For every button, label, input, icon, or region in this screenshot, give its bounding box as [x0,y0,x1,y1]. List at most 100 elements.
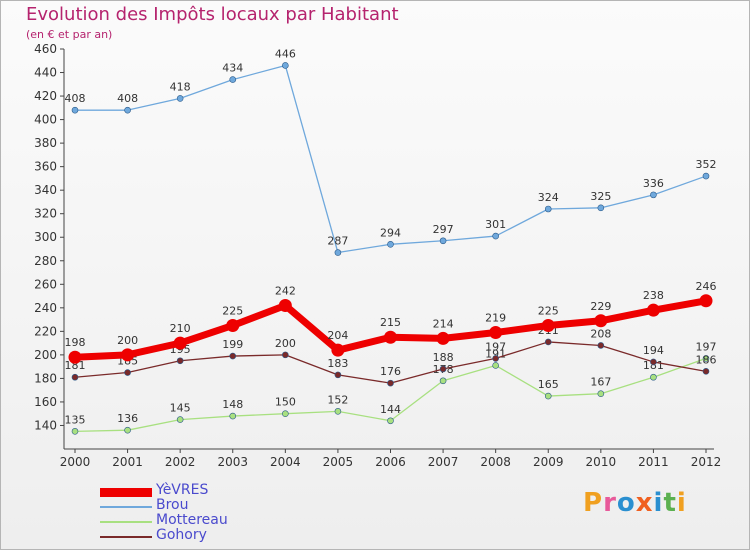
data-point [439,377,447,385]
legend-label: Mottereau [156,512,228,528]
data-point [597,342,605,349]
data-point [702,172,710,180]
data-label: 208 [590,327,611,340]
y-tick-label: 340 [34,183,57,197]
data-point [71,428,79,435]
logo-letter: r [603,488,617,518]
chart-title: Evolution des Impôts locaux par Habitant [26,4,399,25]
data-label: 210 [170,322,191,335]
data-point [646,303,660,317]
y-tick-label: 460 [34,42,57,56]
x-tick-label: 2012 [691,455,722,469]
y-tick-label: 360 [34,160,57,174]
data-label: 183 [327,357,348,370]
data-point [541,318,555,332]
legend-item: Brou [100,497,300,514]
data-point [124,369,131,376]
data-point [597,204,605,212]
data-point [544,205,552,213]
data-label: 152 [327,393,348,406]
x-tick-label: 2003 [217,455,248,469]
data-point [544,392,552,400]
x-tick-label: 2004 [270,455,301,469]
y-tick-label: 200 [34,348,57,362]
data-point [229,412,237,420]
series-y-vres: 198 200 210 225 242 204 215 214 219 225 229 238 246 [65,280,717,364]
data-label: 214 [433,317,454,330]
data-point [124,106,131,114]
x-tick-label: 2008 [480,455,511,469]
data-point [387,240,394,248]
data-label: 194 [643,344,664,357]
data-point [229,352,237,360]
data-label: 215 [380,316,401,329]
y-tick-label: 380 [34,136,57,150]
data-label: 229 [590,300,611,313]
y-tick-label: 160 [34,395,57,409]
y-tick-label: 420 [34,89,57,103]
x-tick-label: 2007 [428,455,459,469]
data-point [594,314,608,328]
legend-swatch [100,521,152,523]
data-point [282,410,289,418]
data-point [334,408,342,415]
y-tick-label: 400 [34,113,57,127]
data-point [492,355,499,362]
proxiti-logo: Proxiti [583,488,687,518]
data-point [71,106,79,114]
data-point [702,355,710,362]
data-point [489,326,503,340]
data-label: 325 [590,190,611,203]
data-point [282,351,289,359]
data-label: 181 [65,359,86,372]
y-tick-label: 260 [34,277,57,291]
data-point [176,416,184,423]
data-point [492,232,499,240]
data-label: 186 [696,353,717,366]
data-label: 434 [222,62,243,75]
x-tick-label: 2005 [323,455,354,469]
y-tick-label: 220 [34,324,57,338]
data-point [124,426,131,434]
data-label: 238 [643,289,664,302]
series-line [74,64,707,254]
data-label: 199 [222,338,243,351]
data-point [387,417,394,425]
data-label: 144 [380,403,401,416]
data-label: 200 [117,334,138,347]
chart-legend: YèVRES Brou Mottereau Gohory [100,482,300,544]
logo-letter: i [676,488,687,518]
data-point [492,362,499,369]
data-point [387,379,394,387]
y-tick-label: 240 [34,301,57,315]
legend-swatch [100,506,152,508]
data-label: 219 [485,312,506,325]
x-tick-label: 2006 [375,455,406,469]
data-label: 418 [170,80,191,93]
data-point [650,373,657,381]
legend-item: Mottereau [100,512,300,529]
data-point [331,343,345,357]
data-label: 301 [485,218,506,231]
data-label: 408 [117,92,138,105]
data-point [121,348,135,362]
chart-subtitle: (en € et par an) [26,28,113,41]
legend-label: YèVRES [156,482,209,498]
data-point [176,357,184,365]
series-mottereau: 135136145148150152144178191165167181197 [65,340,717,435]
data-point [173,336,187,350]
y-tick-label: 300 [34,230,57,244]
data-point [334,249,342,256]
x-tick-label: 2001 [112,455,143,469]
data-point [436,331,450,345]
legend-label: Brou [156,497,189,513]
logo-letter: x [635,488,654,518]
data-label: 136 [117,412,138,425]
data-label: 200 [275,337,296,350]
data-label: 287 [327,235,348,248]
x-tick-label: 2011 [638,455,669,469]
data-label: 176 [380,365,401,378]
legend-swatch [100,487,152,497]
